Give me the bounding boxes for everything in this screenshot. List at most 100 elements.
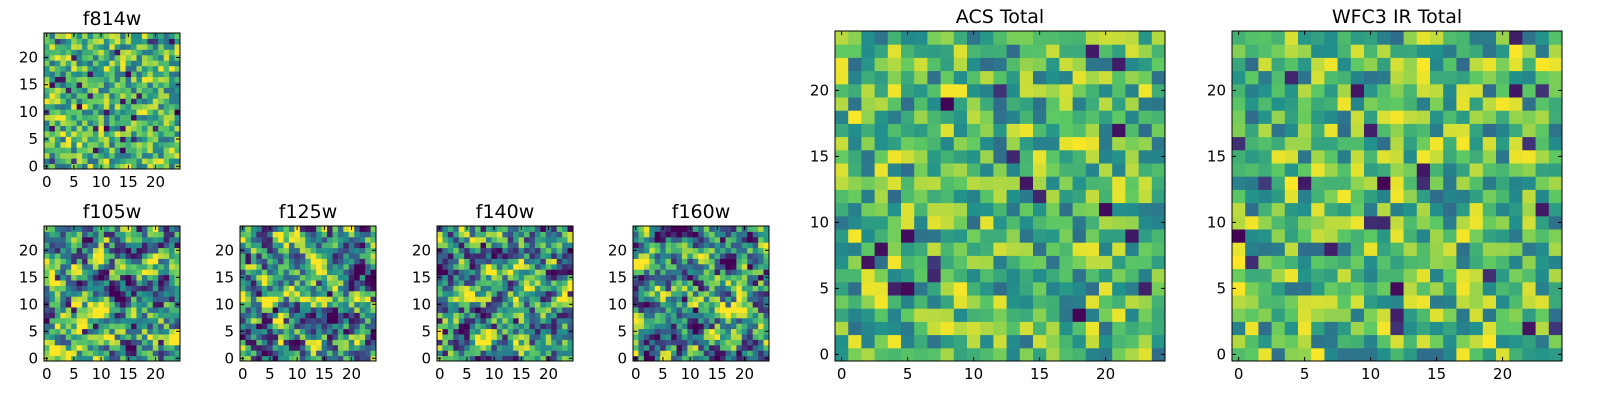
heatmap-cell [354,231,361,238]
heatmap-cell [1311,334,1325,349]
heatmap-cell [44,130,50,137]
heatmap-cell [365,344,372,351]
heatmap-cell [54,312,61,319]
heatmap-cell [65,125,72,132]
heatmap-cell [169,226,176,232]
heatmap-cell [49,43,56,50]
heatmap-cell [1535,321,1550,336]
heatmap-cell [1232,44,1246,58]
heatmap-cell [261,307,268,313]
heatmap-cell [109,296,116,303]
heatmap-cell [60,328,67,335]
heatmap-cell [92,317,99,324]
heatmap-cell [1390,308,1405,322]
heatmap-cell [714,317,721,324]
heatmap-cell [1522,202,1537,217]
heatmap-cell [671,263,678,270]
heatmap-cell [874,123,889,138]
heatmap-cell [758,247,765,254]
heatmap-cell [1125,70,1140,85]
heatmap-cell [158,236,165,243]
heatmap-cell [169,125,176,132]
heatmap-cell [114,231,121,238]
heatmap-cell [654,247,661,254]
heatmap-cell [152,350,159,357]
heatmap-cell [103,130,110,137]
x-tick-label: 0 [42,365,52,383]
heatmap-cell [1232,70,1246,85]
heatmap-cell [687,350,694,357]
heatmap-cell [1232,136,1246,151]
heatmap-cell [71,92,78,99]
heatmap-cell [698,355,705,362]
heatmap-cell [1337,44,1352,58]
heatmap-cell [245,350,252,357]
heatmap-cell [1416,97,1431,111]
heatmap-cell [848,334,862,349]
heatmap-cell [633,231,639,238]
heatmap-cell [343,290,350,297]
heatmap-cell [507,323,514,330]
heatmap-cell [299,350,306,357]
heatmap-cell [1377,215,1391,230]
heatmap-cell [698,290,705,297]
heatmap-cell [60,87,67,94]
heatmap-cell [131,136,137,143]
heatmap-cell [1033,44,1047,58]
heatmap-cell [283,317,290,324]
heatmap-cell [1085,176,1100,190]
heatmap-cell [545,301,552,308]
heatmap-cell [169,269,176,276]
heatmap-cell [120,147,127,154]
heatmap-cell [758,307,765,313]
heatmap-cell [914,44,928,58]
heatmap-cell [475,301,482,308]
heatmap-cell [475,274,482,281]
heatmap-cell [562,290,569,297]
heatmap-cell [1377,44,1391,58]
heatmap-cell [861,189,876,204]
heatmap-cell [98,38,105,45]
heatmap-cell [861,321,876,336]
heatmap-cell [1125,83,1140,98]
heatmap-cell [551,317,558,324]
heatmap-cell [980,123,994,138]
heatmap-cell [250,274,257,281]
heatmap-cell [1548,189,1563,204]
heatmap-cell [524,226,530,232]
heatmap-cell [1403,83,1418,98]
heatmap-cell [633,339,639,346]
y-tick-label: 20 [608,241,627,259]
heatmap-cell [348,307,355,313]
heatmap-cell [327,253,333,259]
heatmap-cell [1535,215,1550,230]
heatmap-cell [359,317,366,324]
heatmap-cell [502,285,509,292]
heatmap-cell [551,263,558,270]
heatmap-cell [649,274,656,281]
heatmap-cell [278,339,285,346]
heatmap-cell [125,334,132,340]
heatmap-cell [158,87,165,94]
heatmap-cell [741,269,748,276]
panel-title: f160w [672,201,731,223]
heatmap-cell [147,296,154,303]
heatmap-cell [152,60,159,67]
heatmap-cell [1416,308,1431,322]
heatmap-cell [136,280,143,286]
heatmap-cell [82,328,89,335]
heatmap-cell [1377,347,1391,362]
heatmap-cell [332,296,339,303]
heatmap-cell [458,350,465,357]
heatmap-cell [1033,281,1047,296]
heatmap-cell [1033,242,1047,256]
heatmap-cell [475,285,482,292]
heatmap-cell [267,307,274,313]
heatmap-cell [54,92,61,99]
heatmap-cell [1258,202,1273,217]
heatmap-cell [49,49,56,56]
heatmap-cell [1006,295,1021,309]
heatmap-cell [720,328,726,335]
heatmap-cell [245,280,252,286]
